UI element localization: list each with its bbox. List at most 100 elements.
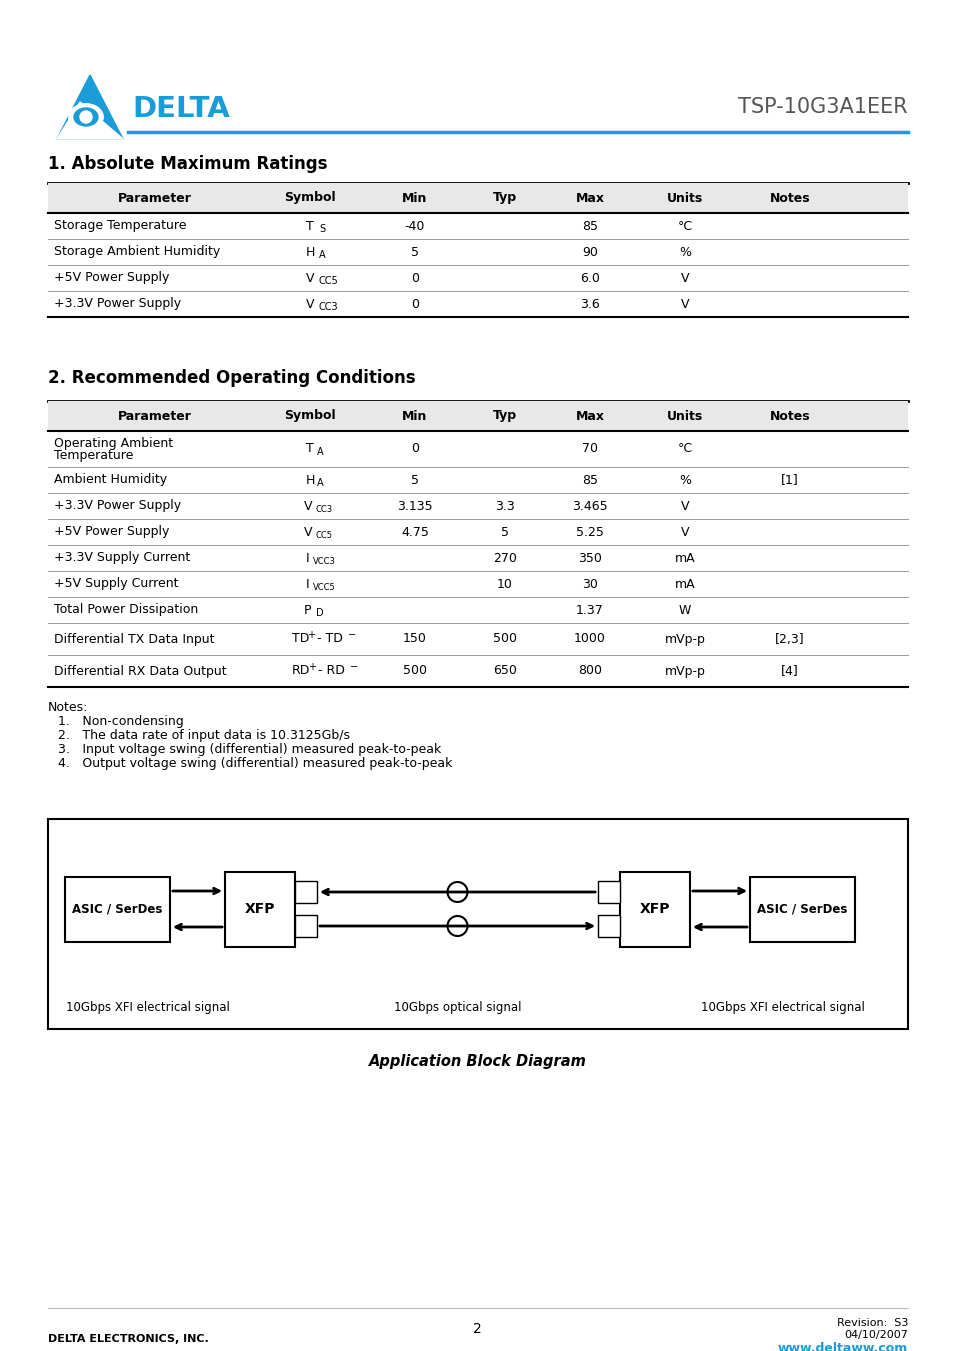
Text: 0: 0 (411, 297, 418, 311)
Text: Operating Ambient: Operating Ambient (54, 436, 172, 450)
Text: °C: °C (677, 443, 692, 455)
Text: 1000: 1000 (574, 632, 605, 646)
Text: 10Gbps XFI electrical signal: 10Gbps XFI electrical signal (66, 1001, 230, 1015)
Text: VCC3: VCC3 (313, 557, 335, 566)
Circle shape (80, 111, 91, 123)
Text: 1.37: 1.37 (576, 604, 603, 616)
Bar (48, 819, 907, 1029)
Text: Symbol: Symbol (284, 192, 335, 204)
Text: Ambient Humidity: Ambient Humidity (54, 473, 167, 486)
Text: 6.0: 6.0 (579, 272, 599, 285)
Text: T: T (306, 443, 314, 455)
Text: 3. Input voltage swing (differential) measured peak-to-peak: 3. Input voltage swing (differential) me… (58, 743, 441, 757)
Bar (619, 871, 689, 947)
Text: +3.3V Power Supply: +3.3V Power Supply (54, 500, 181, 512)
Text: www.deltaww.com: www.deltaww.com (777, 1342, 907, 1351)
Text: DELTA ELECTRONICS, INC.: DELTA ELECTRONICS, INC. (48, 1333, 209, 1344)
Text: TSP-10G3A1EER: TSP-10G3A1EER (738, 97, 907, 118)
Text: DELTA: DELTA (132, 95, 230, 123)
Text: V: V (680, 500, 688, 512)
Text: 150: 150 (402, 632, 427, 646)
Text: 800: 800 (578, 665, 601, 677)
Text: V: V (680, 297, 688, 311)
Text: Differential TX Data Input: Differential TX Data Input (54, 632, 214, 646)
Circle shape (79, 109, 92, 124)
Text: TD: TD (292, 632, 309, 646)
Text: Application Block Diagram: Application Block Diagram (369, 1054, 586, 1069)
Text: - RD: - RD (314, 665, 345, 677)
Text: −: − (350, 662, 357, 671)
Text: 5: 5 (500, 526, 509, 539)
Text: RD: RD (292, 665, 310, 677)
Text: 2: 2 (472, 1323, 481, 1336)
Text: Units: Units (666, 192, 702, 204)
Text: A: A (318, 250, 325, 259)
Bar (225, 871, 294, 947)
Circle shape (447, 882, 467, 902)
Text: I: I (306, 551, 310, 565)
Text: 3.465: 3.465 (572, 500, 607, 512)
Text: %: % (679, 473, 690, 486)
Text: Storage Ambient Humidity: Storage Ambient Humidity (54, 246, 220, 258)
Text: 30: 30 (581, 577, 598, 590)
Text: Min: Min (402, 192, 427, 204)
Ellipse shape (74, 108, 98, 126)
Text: XFP: XFP (639, 902, 670, 916)
Text: +: + (308, 662, 315, 671)
Text: V: V (680, 272, 688, 285)
Text: +5V Power Supply: +5V Power Supply (54, 526, 170, 539)
Text: 500: 500 (402, 665, 427, 677)
Text: 70: 70 (581, 443, 598, 455)
Text: VCC5: VCC5 (313, 582, 335, 592)
Bar (65, 877, 170, 942)
Text: Notes: Notes (769, 192, 809, 204)
Circle shape (447, 916, 467, 936)
Text: 650: 650 (493, 665, 517, 677)
Bar (48, 401, 907, 431)
Text: Typ: Typ (493, 192, 517, 204)
Text: 5.25: 5.25 (576, 526, 603, 539)
Text: 5: 5 (411, 246, 418, 258)
Text: 3.135: 3.135 (396, 500, 433, 512)
Text: V: V (305, 297, 314, 311)
Ellipse shape (73, 108, 99, 127)
Text: [1]: [1] (781, 473, 798, 486)
Text: 85: 85 (581, 219, 598, 232)
Text: D: D (315, 608, 323, 617)
Text: P: P (304, 604, 312, 616)
Text: W: W (679, 604, 691, 616)
Text: ASIC / SerDes: ASIC / SerDes (72, 902, 163, 916)
Bar (598, 881, 619, 902)
Text: %: % (679, 246, 690, 258)
Text: Typ: Typ (493, 409, 517, 423)
Polygon shape (57, 76, 123, 139)
Text: Revision:  S3: Revision: S3 (836, 1319, 907, 1328)
Text: V: V (303, 500, 312, 512)
Text: I: I (306, 577, 310, 590)
Text: H: H (305, 246, 314, 258)
Text: 3.3: 3.3 (495, 500, 515, 512)
Text: V: V (305, 272, 314, 285)
Text: 85: 85 (581, 473, 598, 486)
Text: +3.3V Power Supply: +3.3V Power Supply (54, 297, 181, 311)
Text: 90: 90 (581, 246, 598, 258)
Text: T: T (306, 219, 314, 232)
Bar (294, 915, 316, 938)
Text: A: A (316, 478, 323, 488)
Text: mVp-p: mVp-p (664, 665, 704, 677)
Text: 0: 0 (411, 272, 418, 285)
Text: CC3: CC3 (315, 504, 333, 513)
Bar (749, 877, 854, 942)
Text: CC5: CC5 (318, 276, 338, 286)
Text: +5V Power Supply: +5V Power Supply (54, 272, 170, 285)
Text: 3.6: 3.6 (579, 297, 599, 311)
Text: Temperature: Temperature (54, 449, 133, 462)
Text: mVp-p: mVp-p (664, 632, 704, 646)
Text: mA: mA (674, 577, 695, 590)
Text: ASIC / SerDes: ASIC / SerDes (757, 902, 847, 916)
Text: Parameter: Parameter (118, 409, 192, 423)
Text: 5: 5 (411, 473, 418, 486)
Text: −: − (348, 630, 355, 640)
Text: Total Power Dissipation: Total Power Dissipation (54, 604, 198, 616)
Text: 1. Non-condensing: 1. Non-condensing (58, 715, 184, 728)
